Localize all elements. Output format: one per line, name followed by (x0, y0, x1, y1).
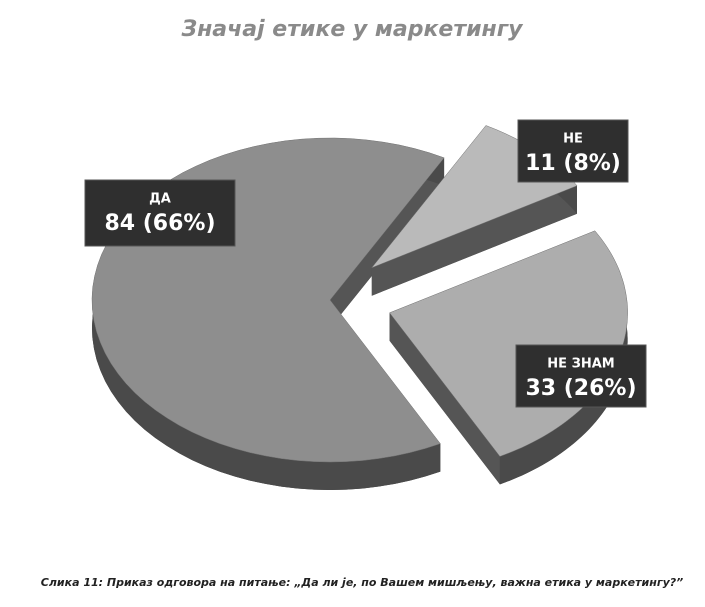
slice-name: НЕ ЗНАМ (547, 357, 614, 372)
slice-radial-side (389, 312, 500, 485)
slice-outer-side (499, 230, 628, 485)
data-label: 84 (66%) (104, 211, 215, 236)
slice-radial-side (371, 185, 577, 296)
label-box (517, 119, 629, 183)
slice-radial-side (330, 157, 445, 328)
data-label: 33 (26%) (525, 376, 636, 401)
caption: Слика 11: Приказ одговора на питање: „Да… (41, 576, 683, 589)
slice-name: НЕ (563, 132, 583, 147)
slice-name: ДА (149, 192, 171, 207)
data-label: 11 (8%) (525, 151, 621, 176)
label-box (515, 344, 647, 408)
label-box (84, 179, 236, 247)
chart-title: Значај етике у маркетингу (180, 17, 524, 42)
